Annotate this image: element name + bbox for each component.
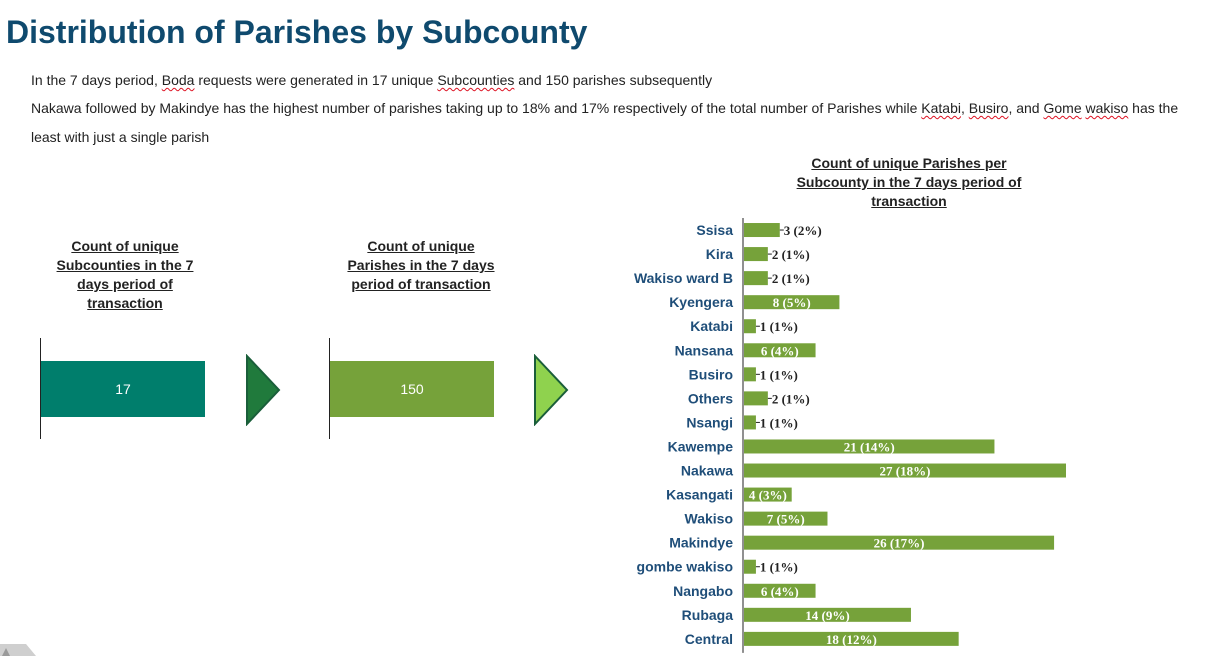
intro-word-katabi: Katabi [921,100,961,116]
category-label: Nsangi [686,414,733,430]
label-line: period of transaction [351,276,491,292]
subcounties-stat-axis [40,338,41,439]
label-line: Parishes in the 7 days [347,257,495,273]
label-line: Subcounties in the 7 [56,257,194,273]
data-label: 1 (1%) [760,367,798,382]
bar [744,511,828,526]
intro-text: , and [1008,100,1044,116]
data-label: 6 (4%) [761,584,799,599]
category-label: Kira [706,246,733,262]
category-label: Busiro [689,366,733,382]
label-line: transaction [87,295,163,311]
data-label: 2 (1%) [772,271,810,286]
intro-text: In the 7 days period, [31,72,162,88]
intro-line-2: Nakawa followed by Makindye has the high… [31,100,1178,116]
label-line: Count of unique [367,238,475,254]
bar [744,415,756,430]
arrow-right-icon [534,354,569,426]
category-label: Katabi [690,318,733,334]
label-line: Count of unique [71,238,179,254]
bar [744,343,816,358]
bar [744,319,756,334]
category-label: Nansana [675,342,734,358]
intro-text: requests were generated in 17 unique [194,72,438,88]
data-label: 26 (17%) [874,536,925,551]
intro-word-boda: Boda [161,72,195,88]
intro-word-gome: Gome [1043,100,1082,116]
bar [744,487,792,502]
category-label: Wakiso ward B [634,270,733,286]
bar [744,247,768,262]
intro-line-1: In the 7 days period, Boda requests were… [31,72,712,88]
bar [744,607,911,622]
data-label: 8 (5%) [773,295,811,310]
category-label: Makindye [669,535,733,551]
intro-word-busiro: Busiro [968,100,1009,116]
bar [744,295,840,310]
data-label: 1 (1%) [760,415,798,430]
data-label: 1 (1%) [760,560,798,575]
category-label: gombe wakiso [637,559,733,575]
bar [744,223,780,238]
parishes-stat-axis [329,338,330,439]
intro-text: has the [1128,100,1179,116]
subcounties-stat-label: Count of unique Subcounties in the 7 day… [40,237,210,313]
category-label: Nakawa [681,463,733,479]
data-label: 2 (1%) [772,247,810,262]
bar [744,271,768,286]
category-label: Ssisa [696,222,733,238]
intro-line-3: least with just a single parish [31,129,210,145]
chart-title: Count of unique Parishes per Subcounty i… [770,154,1048,211]
bar [744,367,756,382]
bar [744,391,768,406]
data-label: 6 (4%) [761,343,799,358]
bar [744,535,1055,550]
data-label: 1 (1%) [760,319,798,334]
category-label: Kasangati [666,487,733,503]
data-label: 7 (5%) [767,512,805,527]
intro-word-wakiso: wakiso [1085,100,1129,116]
category-label: Rubaga [682,607,734,623]
category-label: Kawempe [668,438,734,454]
data-label: 3 (2%) [784,223,822,238]
category-label: Nangabo [673,583,733,599]
intro-word-subcounties: Subcounties [437,72,515,88]
subcounties-stat-value: 17 [115,381,131,397]
bar [744,463,1066,478]
bar [744,631,959,646]
parishes-stat-label: Count of unique Parishes in the 7 days p… [336,237,506,294]
label-line: days period of [77,276,173,292]
category-label: Kyengera [669,294,733,310]
category-label: Wakiso [685,511,734,527]
bar [744,559,756,574]
chart-title-line: transaction [871,193,947,209]
subcounties-stat-bar: 17 [41,361,205,417]
category-label: Central [685,631,733,647]
data-label: 2 (1%) [772,391,810,406]
chart-title-line: Subcounty in the 7 days period of [796,174,1022,190]
corner-tab-icon [0,644,36,656]
data-label: 27 (18%) [880,464,931,479]
bar [744,439,995,454]
intro-text: , [960,100,969,116]
parishes-stat-value: 150 [400,381,424,397]
chart-title-line: Count of unique Parishes per [811,155,1007,171]
intro-text: and 150 parishes subsequently [514,72,713,88]
intro-text: Nakawa followed by Makindye has the high… [31,100,922,116]
category-label: Others [688,390,733,406]
bar [744,583,816,598]
data-label: 4 (3%) [749,488,787,503]
page-title: Distribution of Parishes by Subcounty [6,14,588,50]
data-label: 14 (9%) [805,608,849,623]
data-label: 18 (12%) [826,632,877,647]
data-label: 21 (14%) [844,439,895,454]
parishes-stat-bar: 150 [330,361,494,417]
arrow-right-icon [246,354,281,426]
